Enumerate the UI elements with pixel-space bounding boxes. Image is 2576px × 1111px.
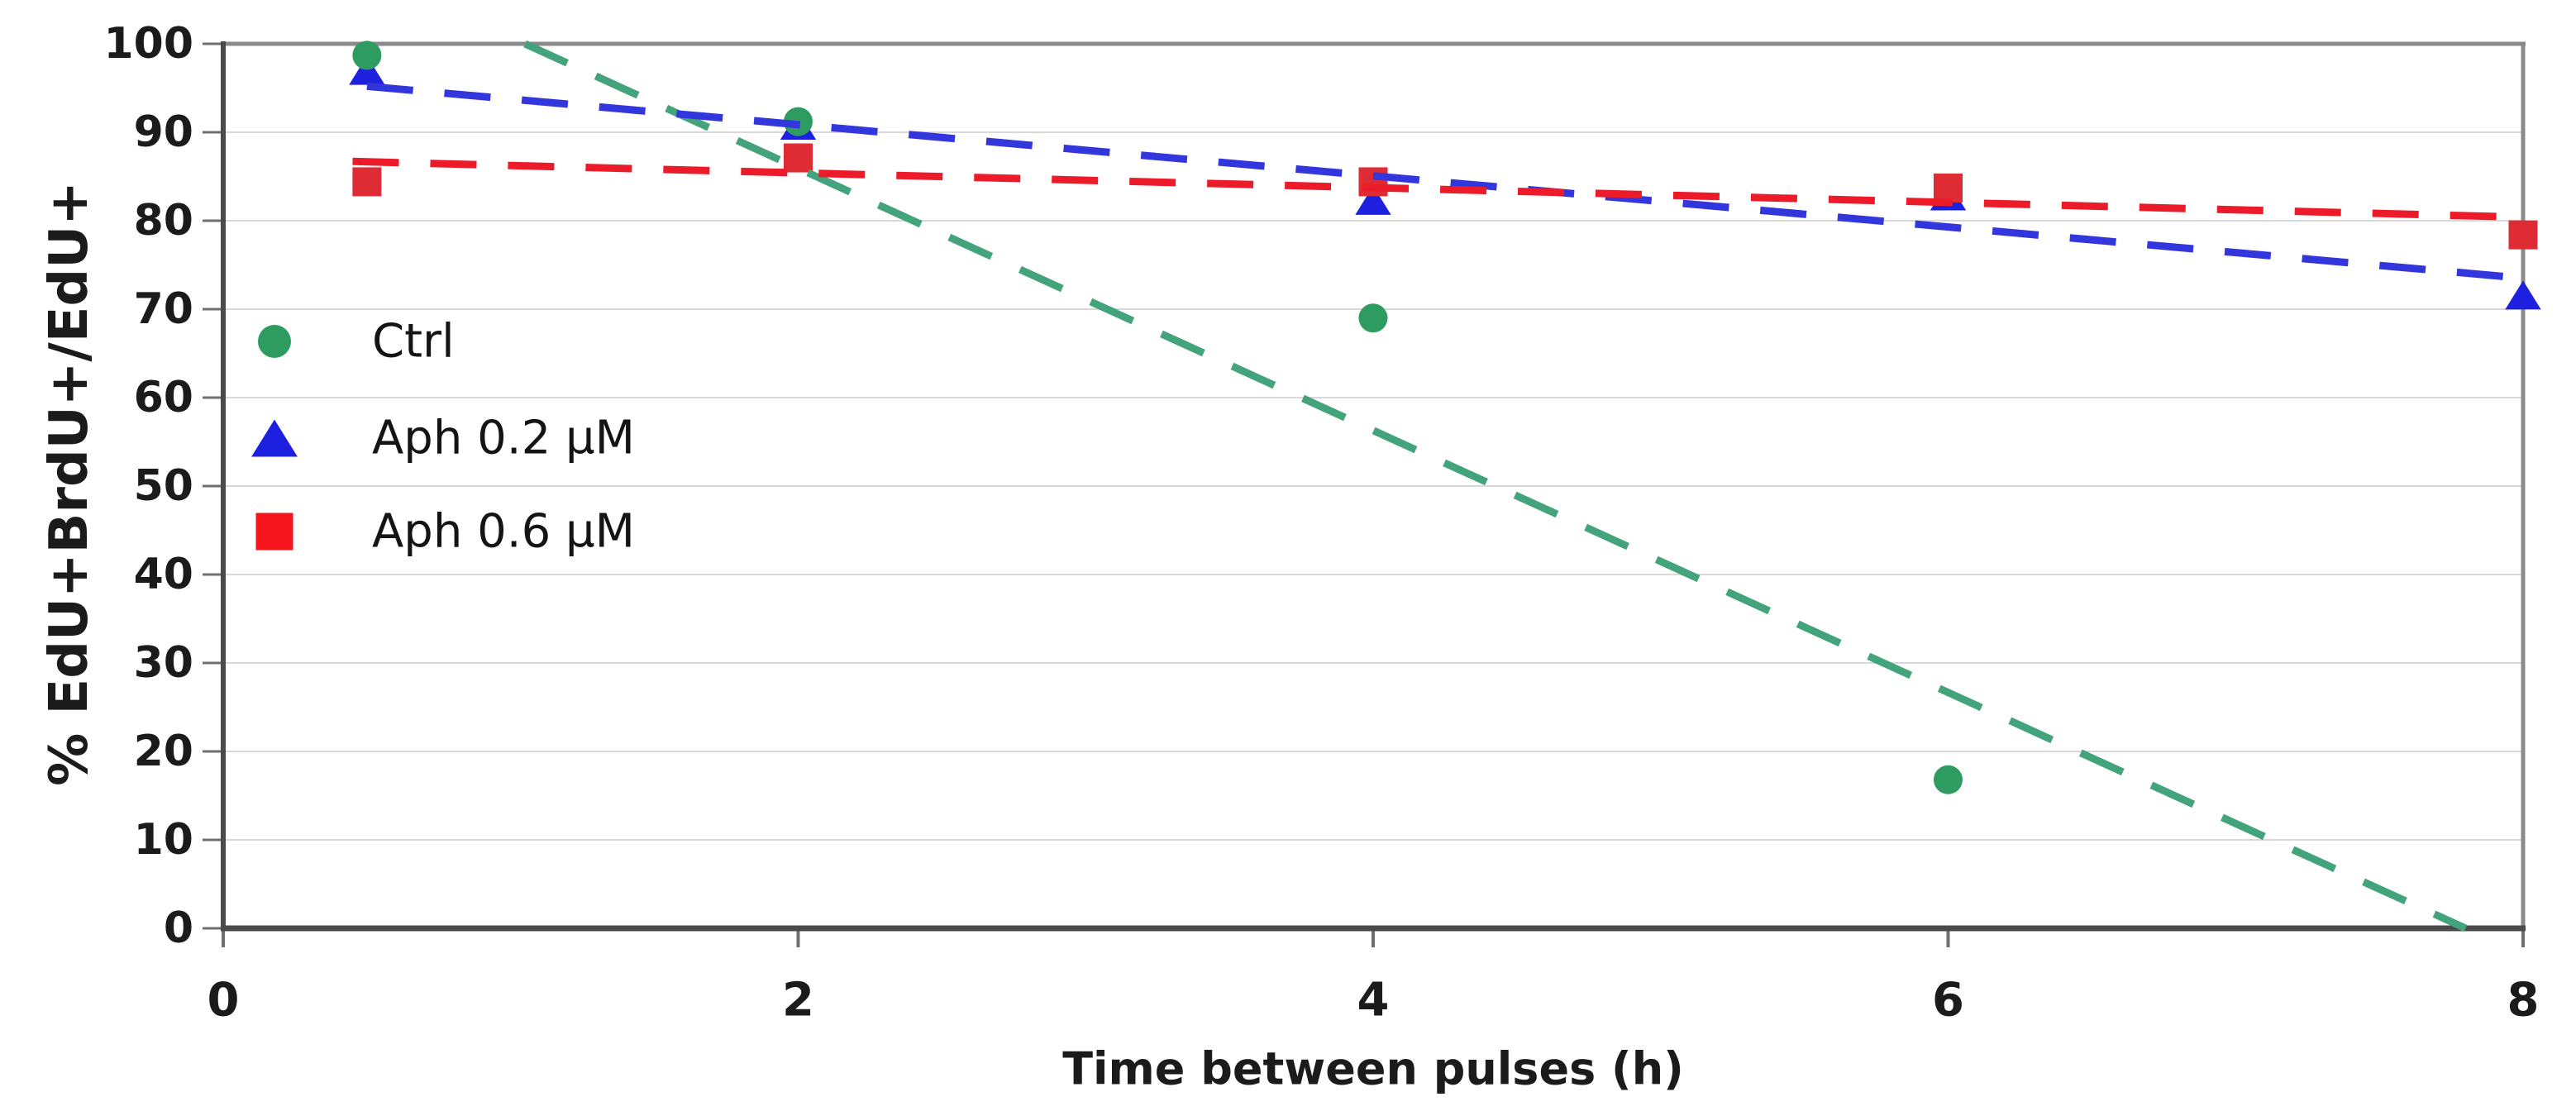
scatter-marker [1355, 185, 1391, 215]
legend: Ctrl Aph 0.2 µM Aph 0.6 µM [251, 315, 635, 559]
x-tick-label: 0 [208, 974, 240, 1028]
y-axis-title: % EdU+BrdU+/EdU+ [39, 181, 100, 786]
trend-line [366, 82, 2524, 283]
y-tick-label: 20 [134, 727, 193, 776]
y-tick-label: 0 [164, 904, 193, 953]
x-tick-label: 6 [1932, 974, 1964, 1028]
tick-labels: 0 10 20 30 40 50 60 70 80 90 100 0 2 4 6 8 [103, 19, 2539, 1028]
x-tick-label: 4 [1357, 974, 1390, 1028]
legend-label: Aph 0.6 µM [372, 505, 635, 559]
plot-border [221, 41, 2526, 930]
y-tick-label: 70 [134, 284, 193, 334]
gridlines [223, 131, 2523, 841]
legend-label: Ctrl [372, 315, 455, 369]
scatter-marker [2508, 220, 2538, 250]
scatter-marker [1358, 303, 1388, 333]
legend-label: Aph 0.2 µM [372, 412, 635, 465]
y-tick-label: 100 [103, 19, 193, 69]
x-tick-label: 2 [782, 974, 814, 1028]
legend-marker [255, 513, 293, 551]
scatter-marker [1934, 765, 1963, 794]
trend-line [523, 40, 2468, 932]
legend-marker [251, 419, 298, 457]
scatter-marker [349, 55, 385, 85]
scatter-marker [1934, 173, 1963, 203]
trend-line [352, 157, 2524, 222]
x-axis-title: Time between pulses (h) [1062, 1043, 1684, 1095]
scatter-marker [352, 41, 382, 70]
legend-marker [258, 325, 291, 358]
y-tick-label: 80 [134, 196, 193, 246]
axis-lines [221, 41, 2526, 932]
scatter-marker [1358, 167, 1388, 197]
y-tick-label: 60 [134, 373, 193, 422]
y-tick-label: 50 [134, 461, 193, 511]
data-points [349, 41, 2541, 794]
scatter-marker [352, 167, 382, 197]
y-tick-label: 90 [134, 107, 193, 157]
axis-ticks [203, 42, 2525, 947]
scatter-marker [2505, 280, 2541, 310]
y-tick-label: 10 [134, 815, 193, 865]
x-tick-label: 8 [2507, 974, 2540, 1028]
scatter-marker [784, 143, 813, 173]
y-tick-label: 30 [134, 638, 193, 688]
trend-lines [352, 40, 2524, 932]
y-tick-label: 40 [134, 550, 193, 599]
